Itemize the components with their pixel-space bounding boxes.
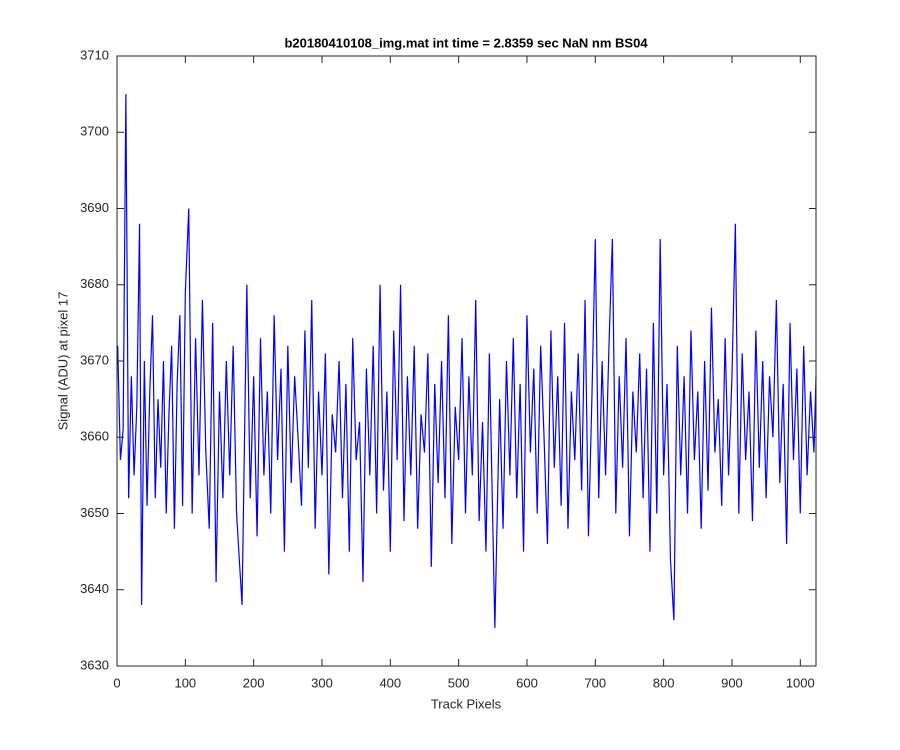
x-tick-label: 800 (653, 675, 675, 690)
x-tick-label: 200 (243, 675, 265, 690)
x-tick-label: 300 (311, 675, 333, 690)
y-tick-label: 3690 (80, 200, 109, 215)
chart-title: b20180410108_img.mat int time = 2.8359 s… (284, 35, 648, 50)
y-tick-label: 3650 (80, 505, 109, 520)
x-tick-label: 700 (584, 675, 606, 690)
x-tick-label: 0 (113, 675, 120, 690)
y-tick-label: 3680 (80, 276, 109, 291)
y-tick-label: 3710 (80, 47, 109, 62)
y-tick-label: 3640 (80, 581, 109, 596)
x-tick-label: 100 (174, 675, 196, 690)
x-axis-label: Track Pixels (431, 696, 502, 711)
x-tick-label: 900 (721, 675, 743, 690)
data-line (117, 94, 817, 628)
x-tick-label: 500 (448, 675, 470, 690)
x-tick-label: 400 (379, 675, 401, 690)
y-tick-label: 3660 (80, 429, 109, 444)
x-tick-label: 600 (516, 675, 538, 690)
y-axis-label: Signal (ADU) at pixel 17 (55, 292, 70, 431)
x-tick-label: 1000 (786, 675, 815, 690)
y-tick-label: 3700 (80, 124, 109, 139)
y-tick-label: 3630 (80, 657, 109, 672)
y-tick-label: 3670 (80, 352, 109, 367)
